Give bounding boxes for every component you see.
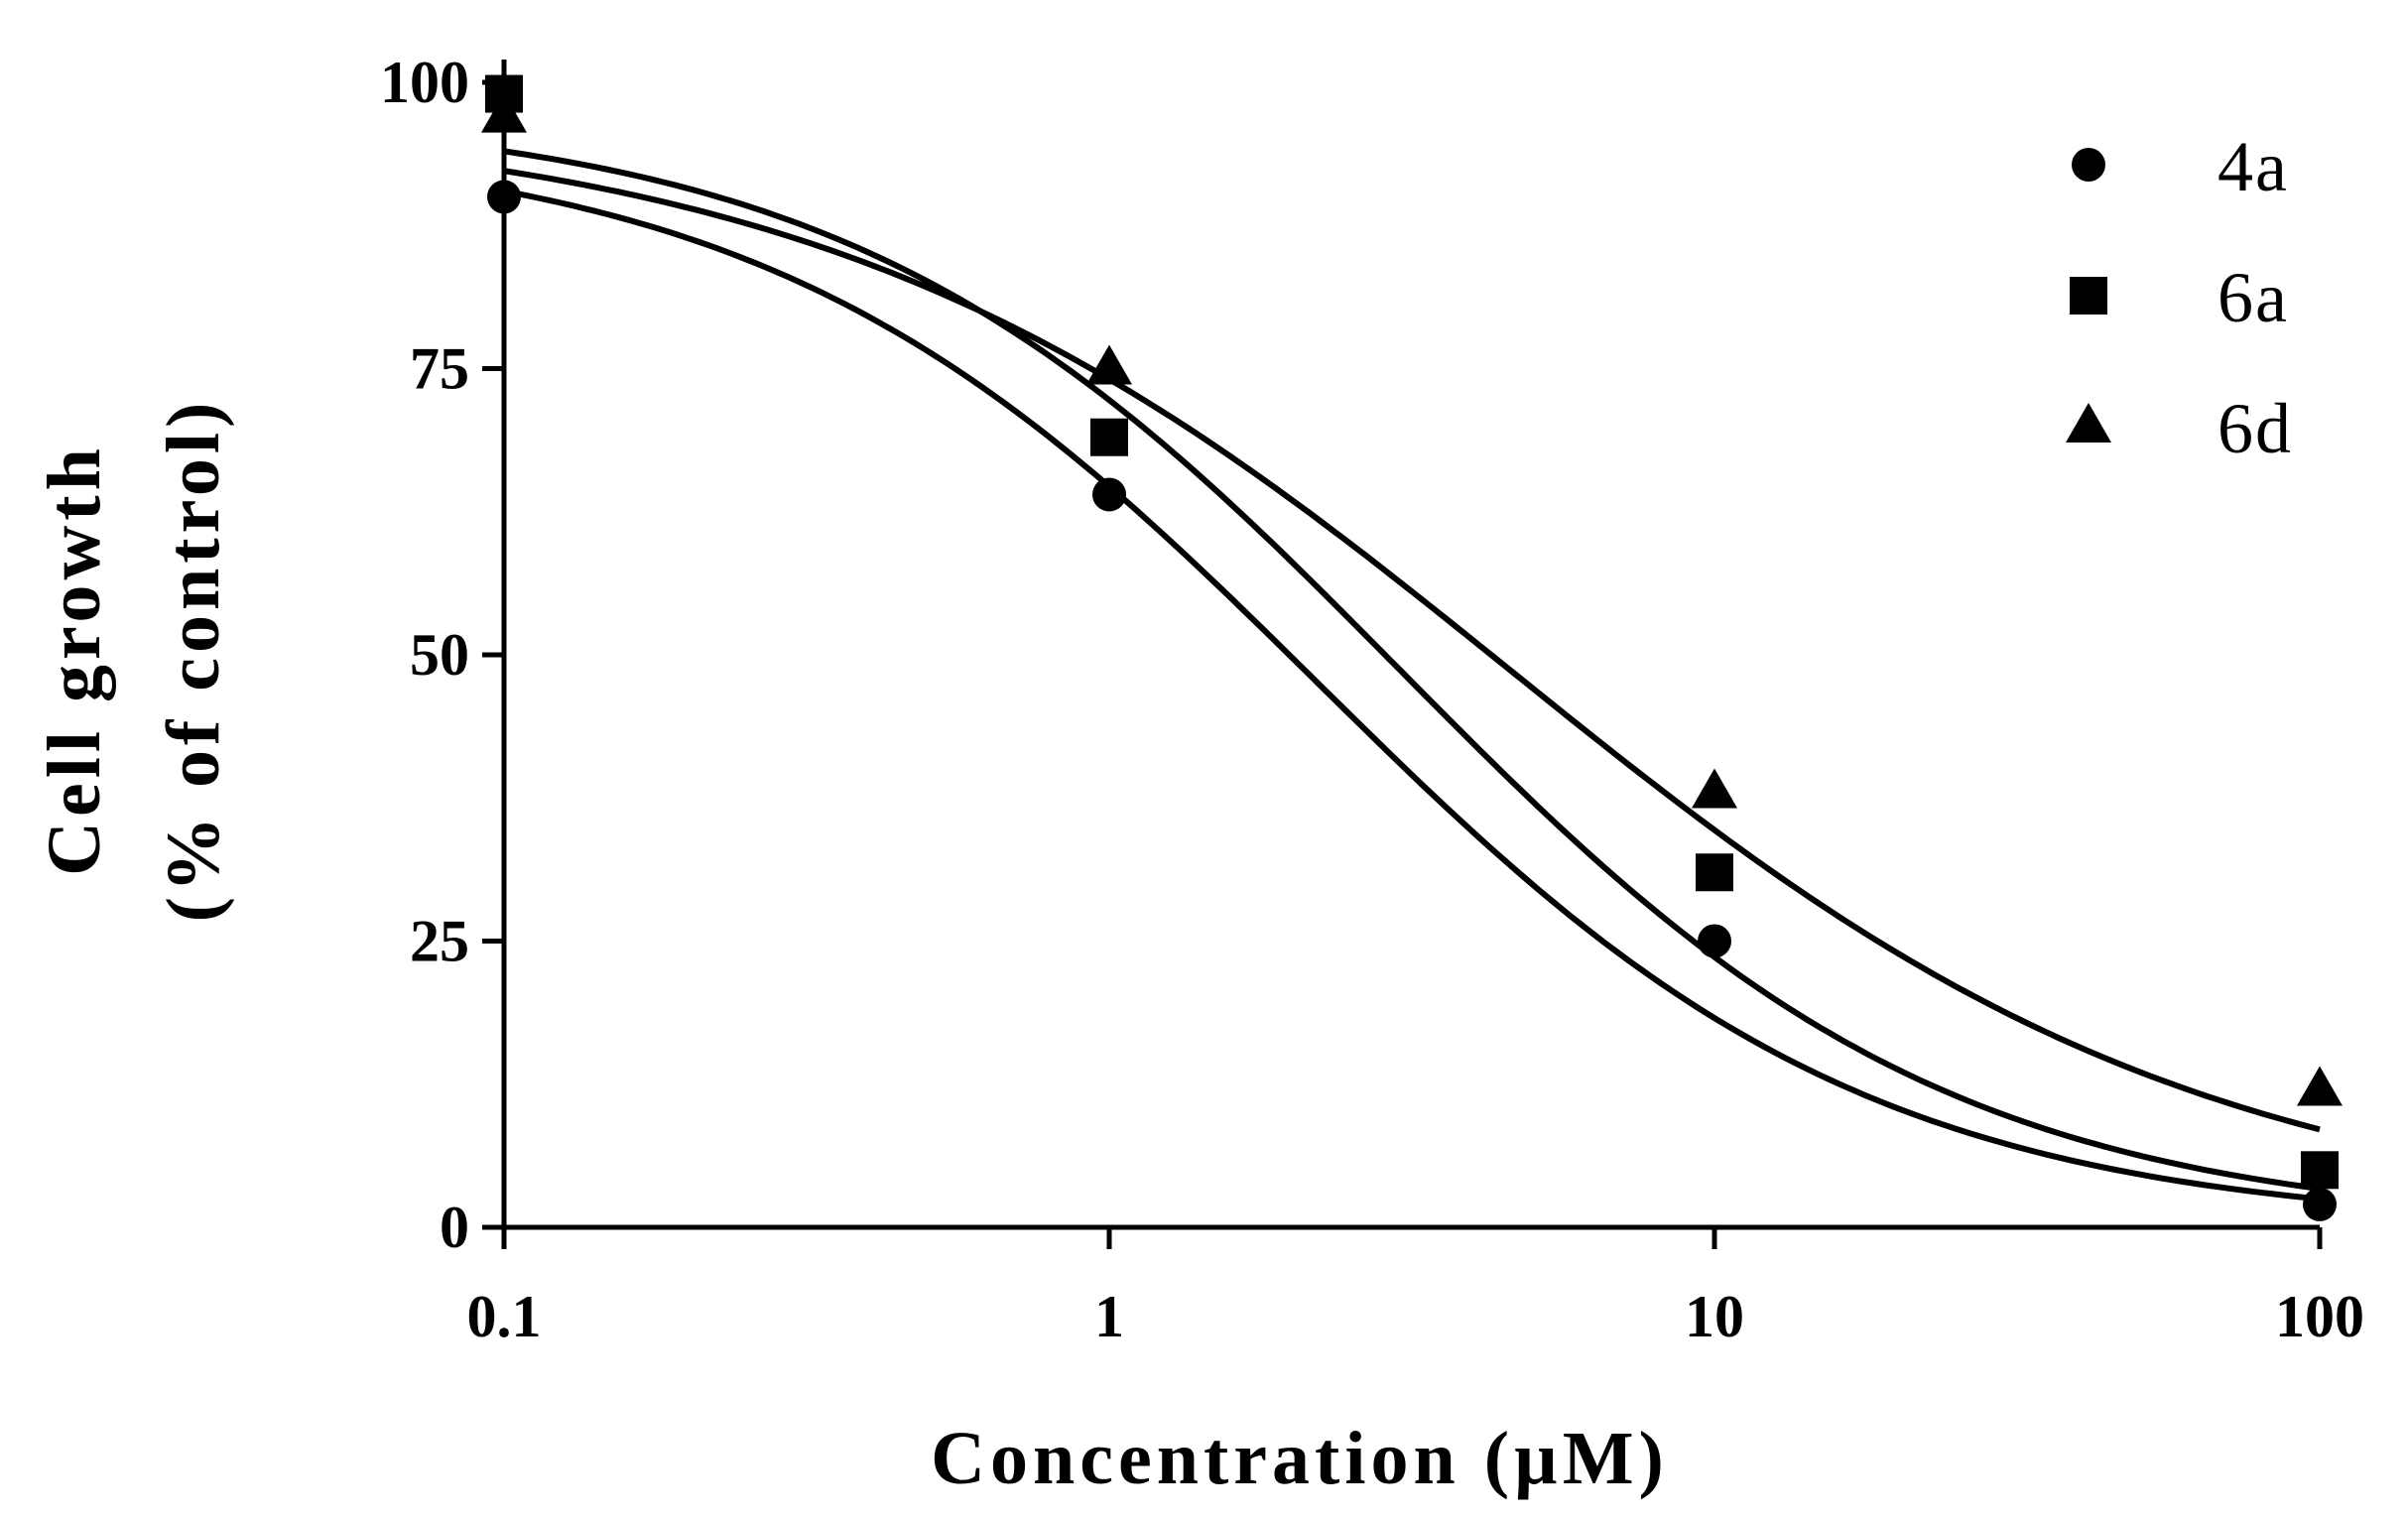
fit-curve-6a — [503, 148, 2321, 1193]
data-point-4a — [1698, 924, 1731, 958]
fit-curves — [503, 148, 2321, 1203]
legend-label-4a: 4a — [2218, 127, 2289, 206]
y-axis-title: Cell growth (% of control) — [33, 398, 235, 923]
data-point-4a — [1092, 477, 1126, 512]
x-axis-title: Concentration (µM) — [931, 1417, 1669, 1500]
data-point-4a — [2303, 1187, 2337, 1221]
data-point-6d — [1086, 344, 1132, 385]
y-axis-title-line-1: Cell growth — [33, 443, 116, 876]
legend: 4a 6a 6d — [2066, 127, 2293, 468]
data-point-6a — [1090, 418, 1128, 456]
y-tick-label: 25 — [410, 909, 469, 974]
legend-marker-6d — [2066, 403, 2111, 443]
data-point-6a — [2301, 1151, 2339, 1190]
data-markers — [481, 74, 2343, 1221]
ticks: 0 25 50 75 100 0.1 1 10 100 — [380, 50, 2364, 1349]
y-axis-title-line-2: (% of control) — [152, 398, 235, 923]
x-tick-label: 10 — [1685, 1284, 1744, 1349]
legend-marker-4a — [2072, 148, 2105, 182]
legend-marker-6a — [2070, 277, 2107, 315]
fit-curve-4a — [503, 188, 2321, 1203]
data-point-6d — [481, 92, 527, 133]
y-tick-label: 75 — [410, 336, 469, 402]
y-tick-label: 50 — [410, 622, 469, 688]
x-tick-label: 0.1 — [467, 1284, 542, 1349]
data-point-4a — [487, 180, 521, 214]
y-tick-label: 100 — [380, 50, 469, 115]
legend-label-6d: 6d — [2218, 389, 2293, 468]
x-tick-label: 100 — [2275, 1284, 2364, 1349]
legend-label-6a: 6a — [2218, 258, 2289, 337]
axes — [501, 60, 2320, 1230]
x-tick-label: 1 — [1094, 1284, 1124, 1349]
y-tick-label: 0 — [440, 1195, 469, 1260]
fit-curve-6d — [503, 168, 2321, 1133]
data-point-6d — [2297, 1066, 2343, 1106]
data-point-6d — [1692, 768, 1737, 809]
data-point-6a — [1696, 853, 1733, 892]
